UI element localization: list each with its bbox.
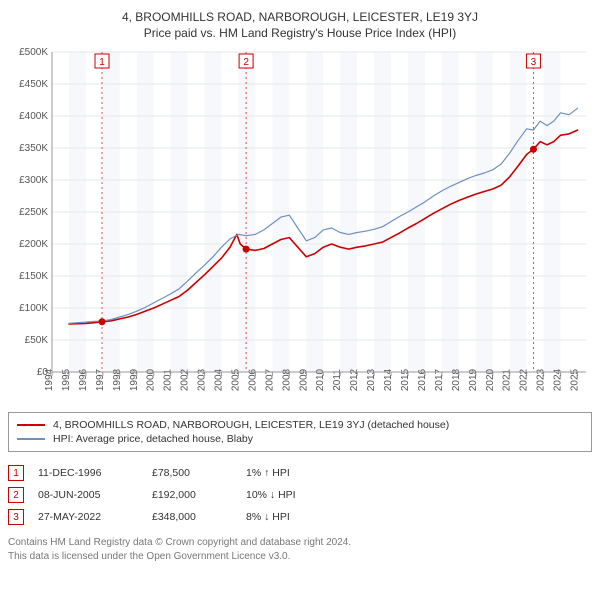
transaction-row: 2 08-JUN-2005 £192,000 10% ↓ HPI [8,484,592,506]
svg-text:£150K: £150K [19,271,48,282]
attribution-line: Contains HM Land Registry data © Crown c… [8,536,592,550]
transaction-marker: 1 [8,465,24,481]
legend-swatch [17,424,45,426]
svg-text:1: 1 [99,57,105,68]
legend-swatch [17,438,45,440]
svg-text:£50K: £50K [25,335,49,346]
transaction-hpi-diff: 1% ↑ HPI [246,467,386,479]
transaction-row: 1 11-DEC-1996 £78,500 1% ↑ HPI [8,462,592,484]
svg-text:3: 3 [531,57,537,68]
legend: 4, BROOMHILLS ROAD, NARBOROUGH, LEICESTE… [8,412,592,452]
svg-text:£500K: £500K [19,47,48,58]
transaction-date: 08-JUN-2005 [38,489,138,501]
svg-text:£300K: £300K [19,175,48,186]
transaction-price: £192,000 [152,489,232,501]
attribution-line: This data is licensed under the Open Gov… [8,550,592,564]
transaction-hpi-diff: 8% ↓ HPI [246,511,386,523]
svg-text:£200K: £200K [19,239,48,250]
transaction-marker: 2 [8,487,24,503]
transaction-price: £78,500 [152,467,232,479]
transaction-marker: 3 [8,509,24,525]
legend-item: 4, BROOMHILLS ROAD, NARBOROUGH, LEICESTE… [17,418,583,432]
svg-text:£350K: £350K [19,143,48,154]
legend-item: HPI: Average price, detached house, Blab… [17,432,583,446]
transaction-table: 1 11-DEC-1996 £78,500 1% ↑ HPI 2 08-JUN-2005 £… [8,462,592,528]
svg-text:£250K: £250K [19,207,48,218]
legend-label: HPI: Average price, detached house, Blab… [53,433,253,445]
svg-text:£100K: £100K [19,303,48,314]
transaction-hpi-diff: 10% ↓ HPI [246,489,386,501]
transaction-row: 3 27-MAY-2022 £348,000 8% ↓ HPI [8,506,592,528]
chart-plot-area: £0£50K£100K£150K£200K£250K£300K£350K£400… [8,46,592,406]
line-chart: £0£50K£100K£150K£200K£250K£300K£350K£400… [8,46,592,406]
transaction-price: £348,000 [152,511,232,523]
legend-label: 4, BROOMHILLS ROAD, NARBOROUGH, LEICESTE… [53,419,449,431]
chart-title: 4, BROOMHILLS ROAD, NARBOROUGH, LEICESTE… [8,10,592,24]
svg-text:£400K: £400K [19,111,48,122]
transaction-date: 11-DEC-1996 [38,467,138,479]
chart-subtitle: Price paid vs. HM Land Registry's House … [8,26,592,40]
svg-text:2: 2 [243,57,249,68]
data-attribution: Contains HM Land Registry data © Crown c… [8,536,592,563]
transaction-date: 27-MAY-2022 [38,511,138,523]
svg-text:£450K: £450K [19,79,48,90]
chart-container: { "header": { "title": "4, BROOMHILLS RO… [0,0,600,569]
